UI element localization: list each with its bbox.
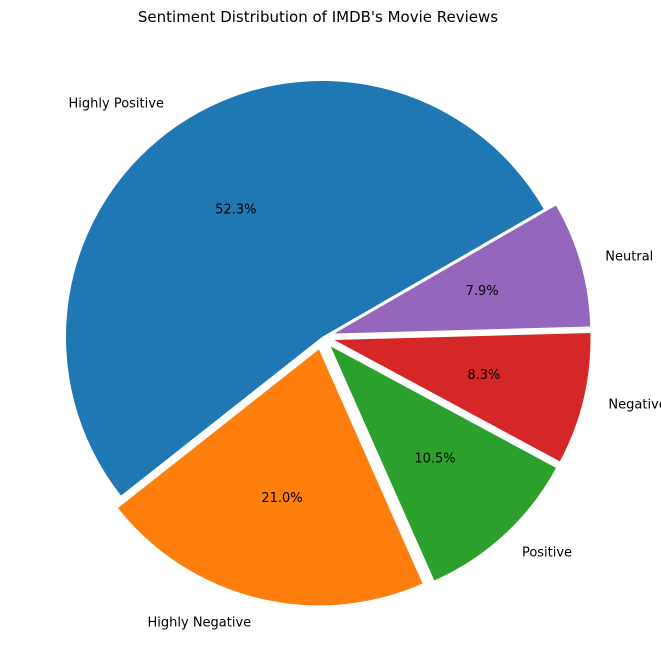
slice-label-neutral: Neutral xyxy=(605,249,653,264)
slice-label-highly-positive: Highly Positive xyxy=(69,96,164,111)
pct-label-positive: 10.5% xyxy=(414,452,455,467)
pie-slice-highly-negative xyxy=(117,349,423,606)
pie-slices xyxy=(66,80,591,606)
pie-slice-highly-positive xyxy=(66,80,544,496)
pct-label-neutral: 7.9% xyxy=(466,284,499,299)
pct-label-highly-negative: 21.0% xyxy=(261,491,302,506)
slice-label-highly-negative: Highly Negative xyxy=(148,615,252,630)
slice-label-positive: Positive xyxy=(522,546,572,561)
slice-label-negative: Negative xyxy=(608,398,661,413)
pie-slice-negative xyxy=(334,332,591,462)
pie-slice-neutral xyxy=(334,205,591,334)
pie-slice-positive xyxy=(330,346,557,581)
pie-labels: Highly Positive 52.3% Highly Negative 21.0%… xyxy=(69,96,661,630)
chart-title: Sentiment Distribution of IMDB's Movie R… xyxy=(138,8,498,26)
pct-label-negative: 8.3% xyxy=(467,368,500,383)
pct-label-highly-positive: 52.3% xyxy=(215,202,256,217)
